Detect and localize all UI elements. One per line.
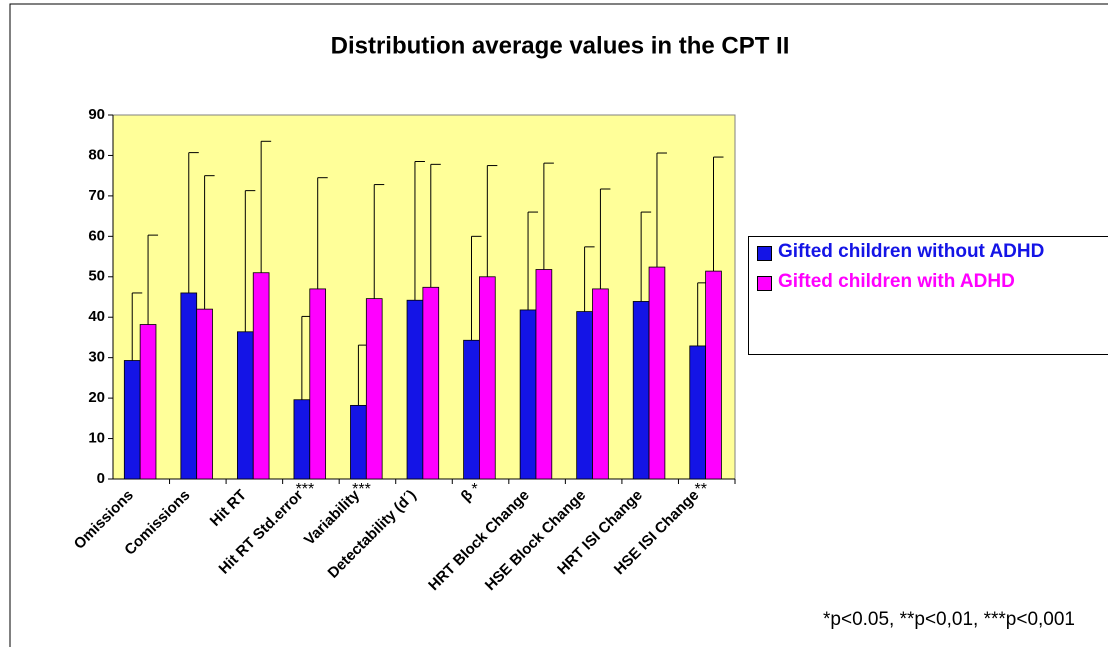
x-tick-label: HSE Block Change [482, 487, 590, 595]
bar [576, 311, 593, 480]
y-tick-label: 80 [88, 146, 105, 163]
legend-item: Gifted children without ADHD [757, 241, 1108, 263]
significance-label: * [471, 481, 477, 498]
y-tick-label: 70 [88, 187, 105, 204]
y-tick-label: 30 [88, 349, 105, 366]
significance-label: *** [296, 481, 315, 498]
y-tick-label: 50 [88, 268, 105, 285]
bar [519, 309, 537, 480]
chart-title: Distribution average values in the CPT I… [331, 32, 790, 59]
bar [180, 292, 198, 480]
bar [592, 288, 609, 480]
legend: Gifted children without ADHD Gifted child… [748, 236, 1108, 355]
y-tick-label: 0 [97, 470, 105, 487]
bar [293, 399, 311, 480]
bar [406, 299, 424, 480]
x-tick-label: Hit RT [207, 487, 250, 530]
y-tick-label: 90 [88, 106, 105, 123]
x-tick-label: HRT Block Change [425, 487, 532, 594]
legend-swatch [757, 246, 772, 261]
bar [252, 272, 270, 480]
y-tick-label: 10 [88, 430, 105, 447]
legend-label: Gifted children without ADHD [778, 241, 1045, 262]
bar [365, 298, 383, 480]
legend-swatch [757, 276, 772, 291]
bar [123, 360, 141, 480]
bar [422, 286, 440, 480]
bar [309, 288, 327, 480]
bar [196, 308, 213, 480]
bar [689, 345, 706, 480]
bar [535, 269, 553, 480]
bar [139, 324, 157, 480]
bar [236, 331, 254, 480]
frame [9, 3, 1108, 647]
bar [632, 301, 650, 480]
bar [350, 404, 367, 480]
y-tick-label: 60 [88, 227, 105, 244]
bar [648, 266, 666, 480]
footnote: *p<0.05, **p<0,01, ***p<0,001 [823, 609, 1075, 630]
bar [479, 276, 496, 480]
legend-item: Gifted children with ADHD [757, 271, 1108, 293]
y-tick-label: 40 [88, 308, 105, 325]
bar [463, 339, 480, 480]
significance-label: ** [695, 481, 707, 498]
bar [705, 270, 722, 480]
y-tick-label: 20 [88, 389, 105, 406]
significance-label: *** [352, 481, 371, 498]
legend-label: Gifted children with ADHD [778, 271, 1015, 292]
